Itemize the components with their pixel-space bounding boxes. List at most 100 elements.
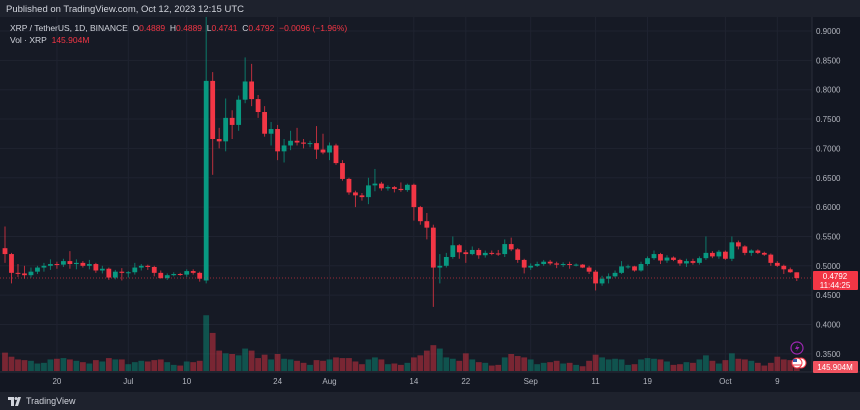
chart-legend: XRP / TetherUS, 1D, BINANCE O0.4889 H0.4… <box>10 22 347 46</box>
time-tick-label: 11 <box>591 377 600 386</box>
candle-body <box>606 276 611 279</box>
tradingview-logo-icon <box>8 396 21 406</box>
candle-body <box>197 272 203 279</box>
volume-bar <box>722 360 729 371</box>
volume-bar <box>521 357 528 371</box>
time-tick-label: 9 <box>775 377 780 386</box>
candle-body <box>151 266 157 273</box>
volume-bar <box>138 360 145 371</box>
volume-bar <box>553 360 560 371</box>
volume-row: Vol · XRP 145.904M <box>10 34 347 46</box>
volume-bar <box>709 360 716 371</box>
candle-body <box>333 145 339 164</box>
volume-bar <box>638 359 644 371</box>
volume-bar <box>449 358 456 371</box>
volume-bar <box>281 358 287 371</box>
candle-body <box>359 195 365 198</box>
candle-body <box>262 112 267 134</box>
candle-body <box>327 145 332 153</box>
candle-body <box>184 271 190 275</box>
volume-bar <box>352 361 359 371</box>
volume-bar <box>592 354 599 371</box>
volume-bar <box>690 362 696 371</box>
volume-bar <box>21 360 28 371</box>
price-axis-labels: 0.9000 0.8500 0.8000 0.7500 0.7000 0.6500 0.60… <box>816 27 841 359</box>
candle-body <box>288 140 293 146</box>
volume-bar <box>462 353 469 371</box>
candle-body <box>80 262 86 266</box>
time-axis[interactable] <box>0 372 812 392</box>
candle-body <box>437 265 443 268</box>
volume-bar <box>144 361 151 371</box>
candle-body <box>521 259 527 268</box>
volume-bar <box>735 358 742 371</box>
candle-body <box>236 99 242 125</box>
candle-body <box>554 263 560 265</box>
candle-body <box>320 149 326 153</box>
volume-bar <box>339 358 346 371</box>
volume-bar <box>741 359 748 371</box>
volume-bar <box>540 362 547 371</box>
volume-bar <box>780 359 787 371</box>
time-tick-label: 22 <box>461 377 470 386</box>
candle-body <box>281 145 287 152</box>
volume-bar <box>514 356 521 371</box>
volume-bar <box>754 362 761 371</box>
volume-bar <box>488 365 495 371</box>
volume-bar <box>54 358 60 371</box>
candle-body <box>684 261 689 264</box>
volume-bar <box>190 362 197 371</box>
volume-bar <box>475 362 482 371</box>
price-tick-label: 0.7000 <box>816 144 841 153</box>
volume-bar <box>683 362 690 371</box>
candle-body <box>106 268 112 278</box>
time-tick-label: 14 <box>409 377 418 386</box>
volume-bar <box>320 360 326 371</box>
candle-body <box>54 264 60 266</box>
volume-bar <box>579 366 586 371</box>
volume-bar <box>248 350 255 371</box>
volume-bar <box>443 357 450 371</box>
volume-bar <box>761 365 768 371</box>
candle-body <box>658 254 663 261</box>
price-chart[interactable]: 0.9000 0.8500 0.8000 0.7500 0.7000 0.6500 0.60… <box>0 17 860 392</box>
candle-body <box>593 271 598 284</box>
candle-body <box>515 249 521 260</box>
volume-bar <box>8 356 15 371</box>
candle-body <box>366 185 371 198</box>
candle-body <box>599 278 605 284</box>
candle-body <box>502 244 508 255</box>
candle-body <box>112 271 118 278</box>
volume-bar <box>612 358 618 371</box>
price-axis[interactable] <box>812 17 860 392</box>
brand-name[interactable]: TradingView <box>26 396 76 406</box>
volume-bar <box>79 362 86 371</box>
symbol-title[interactable]: XRP / TetherUS, 1D, BINANCE <box>10 23 128 33</box>
volume-bar <box>586 360 592 371</box>
lightning-event-icon[interactable] <box>790 341 804 355</box>
volume-bar <box>326 359 333 371</box>
volume-bar <box>92 360 99 371</box>
volume-bar <box>599 357 605 371</box>
candle-body <box>619 266 624 273</box>
candle-body <box>463 252 469 255</box>
volume-title[interactable]: Vol · XRP <box>10 35 47 45</box>
high-value: 0.4889 <box>176 23 203 33</box>
price-tick-label: 0.6000 <box>816 203 841 212</box>
plot-background <box>0 17 812 372</box>
volume-bar <box>501 357 508 371</box>
candle-body <box>67 261 73 265</box>
candle-body <box>794 272 800 279</box>
candle-body <box>424 221 430 228</box>
last-price-value: 0.4792 <box>823 272 848 281</box>
candle-body <box>690 261 696 263</box>
candle-body <box>41 265 47 268</box>
low-value: 0.4741 <box>211 23 238 33</box>
volume-bars <box>2 315 800 371</box>
candle-body <box>314 143 319 150</box>
time-tick-label: 10 <box>182 377 191 386</box>
price-tick-label: 0.8500 <box>816 56 841 65</box>
candle-body <box>138 265 144 268</box>
us-flag-event-icon[interactable] <box>791 357 807 369</box>
volume-bar <box>391 363 398 371</box>
